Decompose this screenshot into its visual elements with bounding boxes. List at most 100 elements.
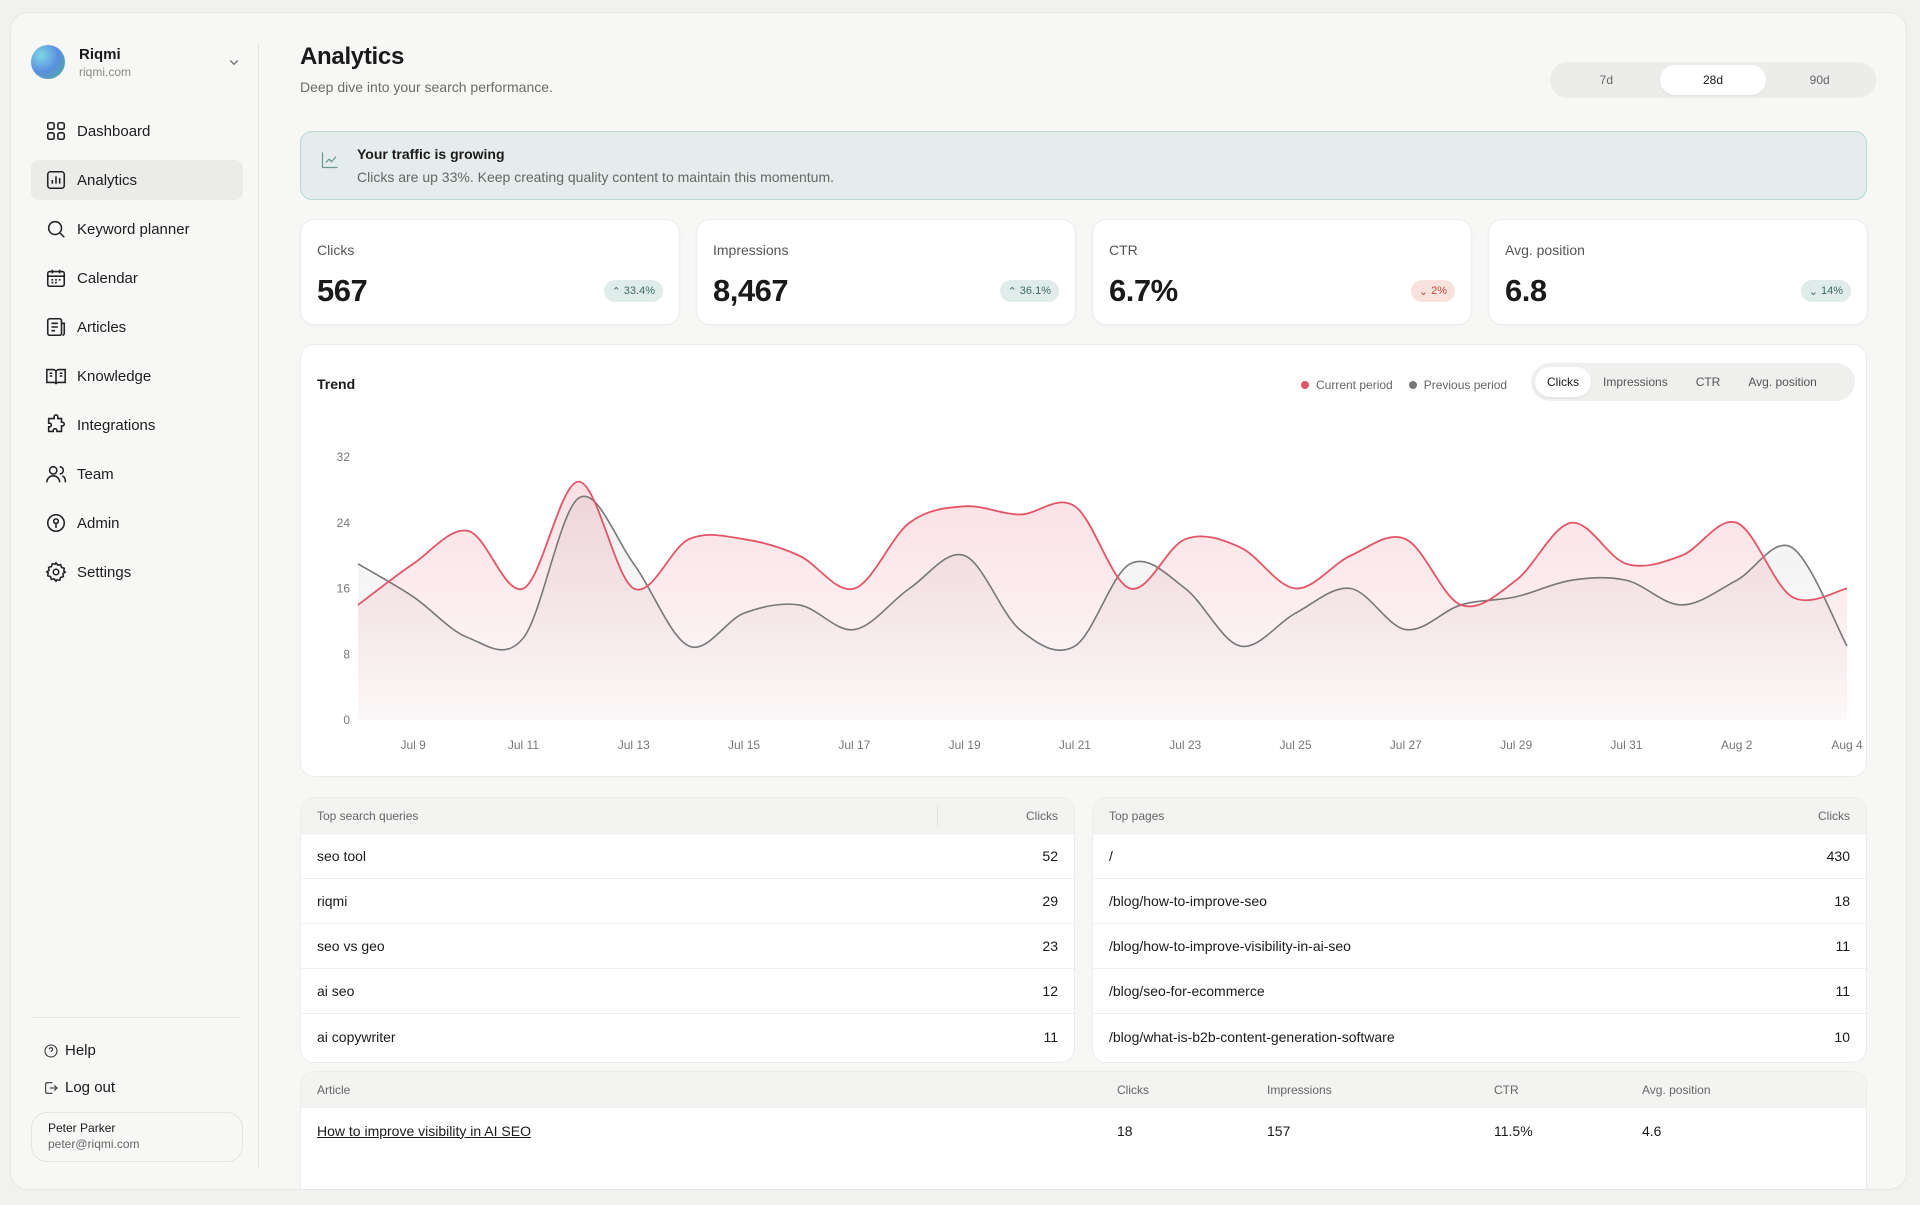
article-clicks: 18 (1117, 1122, 1133, 1139)
stat-change-value: 14% (1820, 285, 1843, 297)
article-impressions: 157 (1267, 1122, 1291, 1139)
article-ctr: 11.5% (1494, 1122, 1533, 1139)
range-28d-button[interactable]: 28d (1659, 65, 1767, 95)
growth-banner: Your traffic is growing Clicks are up 33… (300, 131, 1867, 200)
logout-link[interactable]: Log out (43, 1079, 115, 1096)
help-link[interactable]: Help (43, 1042, 96, 1059)
sidebar-item-label: Keyword planner (77, 220, 190, 238)
x-tick-label: Jul 9 (400, 738, 426, 752)
x-tick-label: Jul 19 (949, 738, 981, 752)
table-row[interactable]: How to improve visibility in AI SEO 18 1… (301, 1108, 1866, 1153)
sidebar-item-settings[interactable]: Settings (31, 552, 243, 592)
table-row[interactable]: /blog/what-is-b2b-content-generation-sof… (1093, 1014, 1866, 1059)
y-tick-label: 0 (343, 713, 350, 727)
sidebar-item-label: Settings (77, 563, 132, 581)
column-header-impressions: Impressions (1267, 1083, 1332, 1097)
page-path: /blog/seo-for-ecommerce (1109, 983, 1265, 999)
top-pages-table: Top pages Clicks / 430 /blog/how-to-impro… (1092, 797, 1867, 1063)
range-90d-button[interactable]: 90d (1766, 65, 1873, 95)
column-header-ctr: CTR (1494, 1083, 1519, 1097)
column-header-query: Top search queries (317, 808, 419, 823)
stat-value: 6.7% (1109, 273, 1178, 308)
range-7d-button[interactable]: 7d (1553, 65, 1660, 95)
sidebar-item-admin[interactable]: Admin (31, 503, 243, 543)
x-tick-label: Aug 2 (1721, 738, 1753, 752)
table-row[interactable]: seo tool 52 (301, 834, 1074, 879)
user-name: Peter Parker (48, 1121, 116, 1135)
workspace-name: Riqmi (79, 45, 121, 63)
sidebar-item-label: Admin (77, 514, 120, 532)
table-row[interactable]: ai seo 12 (301, 969, 1074, 1014)
column-header-article: Article (317, 1083, 351, 1097)
workspace-switcher[interactable]: Riqmi riqmi.com (31, 39, 243, 85)
page-title: Analytics (300, 43, 405, 70)
sidebar-item-integrations[interactable]: Integrations (31, 405, 243, 445)
query-text: ai copywriter (317, 1028, 396, 1045)
x-tick-label: Jul 25 (1280, 738, 1312, 752)
table-header: Top search queries Clicks (301, 798, 1074, 834)
table-row[interactable]: / 430 (1093, 834, 1866, 879)
stat-value: 8,467 (713, 273, 789, 308)
metric-ctr-tab[interactable]: CTR (1680, 367, 1737, 397)
page-path: /blog/how-to-improve-visibility-in-ai-se… (1109, 938, 1351, 954)
column-header-clicks: Clicks (1818, 808, 1850, 823)
sidebar-item-label: Articles (77, 318, 127, 336)
table-row[interactable]: /blog/how-to-improve-visibility-in-ai-se… (1093, 924, 1866, 969)
sidebar-item-dashboard[interactable]: Dashboard (31, 111, 243, 151)
query-text: riqmi (317, 893, 348, 909)
chevron-up-icon: ⌃ (611, 285, 621, 298)
search-icon (47, 220, 65, 238)
chevron-up-icon: ⌃ (1007, 285, 1017, 298)
dashboard-icon (46, 121, 66, 141)
stat-label: Avg. position (1505, 242, 1585, 258)
table-row[interactable]: /blog/how-to-improve-seo 18 (1093, 879, 1866, 924)
metric-avg-position-tab[interactable]: Avg. position (1736, 367, 1829, 397)
sidebar-nav: Dashboard Analytics Keyword planner Cale… (31, 111, 243, 601)
stat-value: 567 (317, 273, 368, 308)
help-icon (44, 1043, 58, 1058)
current-period-area (358, 481, 1847, 720)
table-row[interactable]: ai copywriter 11 (301, 1014, 1074, 1059)
user-card[interactable]: Peter Parker peter@riqmi.com (31, 1112, 243, 1162)
article-avg-position: 4.6 (1642, 1122, 1662, 1139)
table-header: Article Clicks Impressions CTR Avg. posi… (301, 1072, 1866, 1108)
metric-impressions-tab[interactable]: Impressions (1591, 367, 1680, 397)
x-tick-label: Jul 13 (618, 738, 650, 752)
y-tick-label: 24 (337, 516, 351, 530)
help-label: Help (65, 1042, 96, 1059)
table-row[interactable]: riqmi 29 (301, 879, 1074, 924)
query-clicks: 52 (1042, 848, 1058, 864)
calendar-icon (46, 269, 66, 288)
x-tick-label: Jul 29 (1500, 738, 1532, 752)
table-row[interactable]: seo vs geo 23 (301, 924, 1074, 969)
sidebar-item-knowledge[interactable]: Knowledge (31, 356, 243, 396)
workspace-avatar (31, 45, 65, 79)
metric-clicks-tab[interactable]: Clicks (1535, 367, 1591, 397)
users-icon (46, 465, 67, 483)
sidebar-item-calendar[interactable]: Calendar (31, 258, 243, 298)
sidebar-item-analytics[interactable]: Analytics (31, 160, 243, 200)
page-clicks: 11 (1835, 983, 1850, 999)
pin-icon (46, 513, 66, 533)
sidebar-item-team[interactable]: Team (31, 454, 243, 494)
logout-label: Log out (65, 1079, 116, 1096)
y-tick-label: 8 (343, 647, 350, 661)
articles-icon (46, 317, 66, 337)
stat-label: Clicks (317, 242, 355, 258)
sidebar-item-articles[interactable]: Articles (31, 307, 243, 347)
y-tick-label: 32 (337, 450, 351, 464)
column-header-page: Top pages (1109, 808, 1165, 823)
trend-title: Trend (317, 376, 356, 392)
page-path: /blog/what-is-b2b-content-generation-sof… (1109, 1028, 1395, 1045)
chevron-down-icon: ⌄ (1808, 285, 1818, 298)
article-link[interactable]: How to improve visibility in AI SEO (317, 1122, 531, 1139)
trend-up-icon (321, 152, 338, 169)
stat-change-value: 36.1% (1019, 285, 1051, 297)
query-clicks: 11 (1043, 1028, 1058, 1045)
stat-change-badge: ⌄ 14% (1800, 280, 1851, 302)
query-clicks: 29 (1042, 893, 1058, 909)
top-queries-table: Top search queries Clicks seo tool 52 riq… (300, 797, 1075, 1063)
query-text: ai seo (317, 983, 355, 999)
sidebar-item-keyword-planner[interactable]: Keyword planner (31, 209, 243, 249)
table-row[interactable]: /blog/seo-for-ecommerce 11 (1093, 969, 1866, 1014)
